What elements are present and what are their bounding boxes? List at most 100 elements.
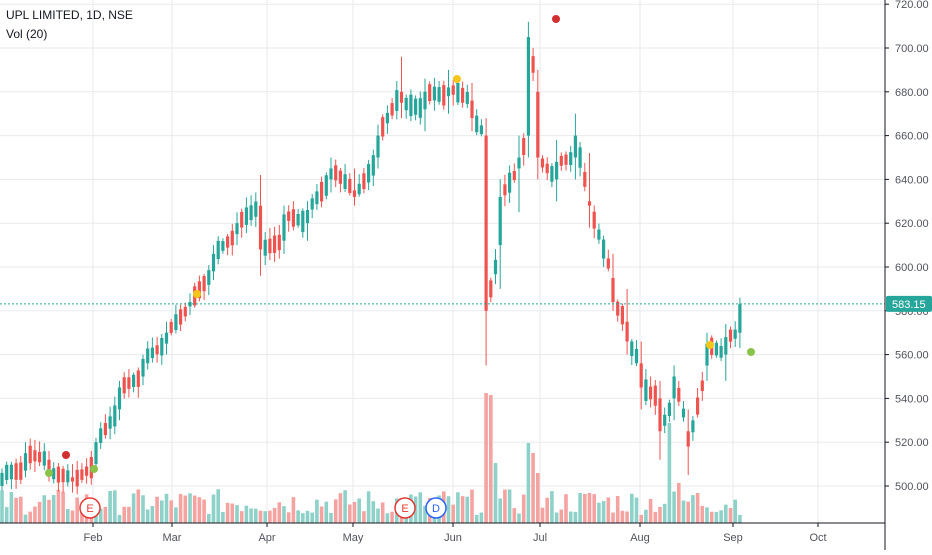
candle: [390, 98, 394, 120]
signal-dot: [747, 348, 755, 356]
candle-body: [146, 348, 150, 364]
candle-body: [66, 470, 70, 483]
volume-bar: [662, 503, 667, 523]
candle-body: [399, 91, 404, 103]
y-tick-label: 660.00: [895, 131, 929, 143]
candle: [620, 303, 624, 331]
candle-body: [414, 98, 418, 115]
candle: [235, 212, 239, 246]
candle-body: [508, 172, 512, 193]
volume-bar: [127, 506, 131, 523]
candle-body: [305, 210, 310, 224]
candle-body: [226, 236, 230, 248]
candle: [484, 118, 488, 366]
candle-body: [724, 337, 728, 355]
volume-bar: [178, 493, 183, 523]
candle-body: [630, 341, 634, 357]
candle-body: [117, 387, 122, 410]
chart-legend-title[interactable]: UPL LIMITED, 1D, NSE: [6, 8, 133, 22]
volume-bar: [221, 512, 225, 523]
candle: [404, 94, 408, 119]
dividend-event-marker[interactable]: D: [425, 497, 447, 519]
candle-body: [254, 201, 258, 217]
volume-bar: [587, 493, 592, 523]
volume-bar: [202, 499, 206, 523]
candle-body: [174, 314, 178, 331]
candle-body: [357, 183, 361, 195]
candle: [258, 175, 263, 276]
candle-body: [61, 468, 65, 483]
earnings-event-marker[interactable]: E: [79, 497, 101, 519]
candle-body: [719, 345, 723, 358]
volume-bar: [216, 489, 220, 523]
candle-body: [583, 171, 587, 187]
candle-body: [33, 450, 37, 462]
candle-body: [70, 477, 75, 482]
candle: [517, 135, 521, 213]
candle-body: [38, 451, 42, 463]
candle-body: [409, 94, 413, 117]
candle: [385, 105, 389, 134]
volume-bar: [691, 495, 695, 523]
event-label: E: [401, 503, 408, 515]
candle: [52, 462, 56, 484]
candle-body: [385, 112, 389, 124]
earnings-event-marker[interactable]: E: [394, 497, 416, 519]
volume-bar: [211, 494, 216, 523]
candle: [150, 337, 154, 363]
volume-bar: [418, 492, 423, 523]
candle-body: [611, 277, 615, 303]
candle: [423, 78, 427, 132]
candle: [216, 236, 220, 265]
volume-bar: [672, 491, 676, 523]
candle: [428, 81, 432, 105]
volume-bar: [329, 512, 333, 523]
candle: [508, 165, 512, 203]
candle-body: [5, 464, 9, 481]
candle-body: [446, 87, 451, 97]
candle: [470, 83, 474, 132]
candle-body: [150, 347, 154, 359]
candle-body: [714, 342, 718, 356]
volume-bar: [155, 496, 159, 523]
candle: [526, 21, 530, 158]
candle-body: [616, 301, 620, 316]
signal-dot: [193, 290, 201, 298]
volume-bar: [597, 502, 601, 523]
candle: [432, 77, 436, 111]
volume-bar: [70, 510, 75, 523]
candle: [653, 380, 657, 415]
volume-legend-label[interactable]: Vol (20): [6, 27, 48, 41]
candle: [174, 304, 178, 334]
volume-bar: [559, 509, 564, 523]
candle: [437, 81, 441, 105]
candle: [540, 155, 545, 173]
candle: [733, 321, 737, 347]
candle: [738, 297, 742, 349]
volume-bar: [249, 508, 253, 523]
volume-bar: [371, 501, 376, 523]
candle: [493, 249, 498, 285]
signal-dot: [62, 451, 70, 459]
candle-body: [211, 253, 216, 272]
candle: [75, 460, 79, 495]
y-tick-label: 540.00: [895, 393, 929, 405]
volume-bar: [56, 489, 61, 523]
volume-bar: [517, 513, 521, 523]
candle: [442, 80, 446, 110]
volume-bar: [695, 493, 700, 523]
candle-body: [315, 191, 319, 205]
volume-bar: [51, 494, 56, 523]
signal-dot: [90, 465, 98, 473]
volume-bar: [61, 491, 65, 523]
candle: [479, 119, 483, 137]
candle: [569, 145, 573, 172]
volume-bar: [578, 493, 582, 523]
volume-bar: [456, 492, 460, 523]
candle: [691, 416, 695, 441]
candle: [606, 249, 610, 272]
candle-body: [728, 329, 733, 342]
volume-bar: [352, 501, 357, 523]
